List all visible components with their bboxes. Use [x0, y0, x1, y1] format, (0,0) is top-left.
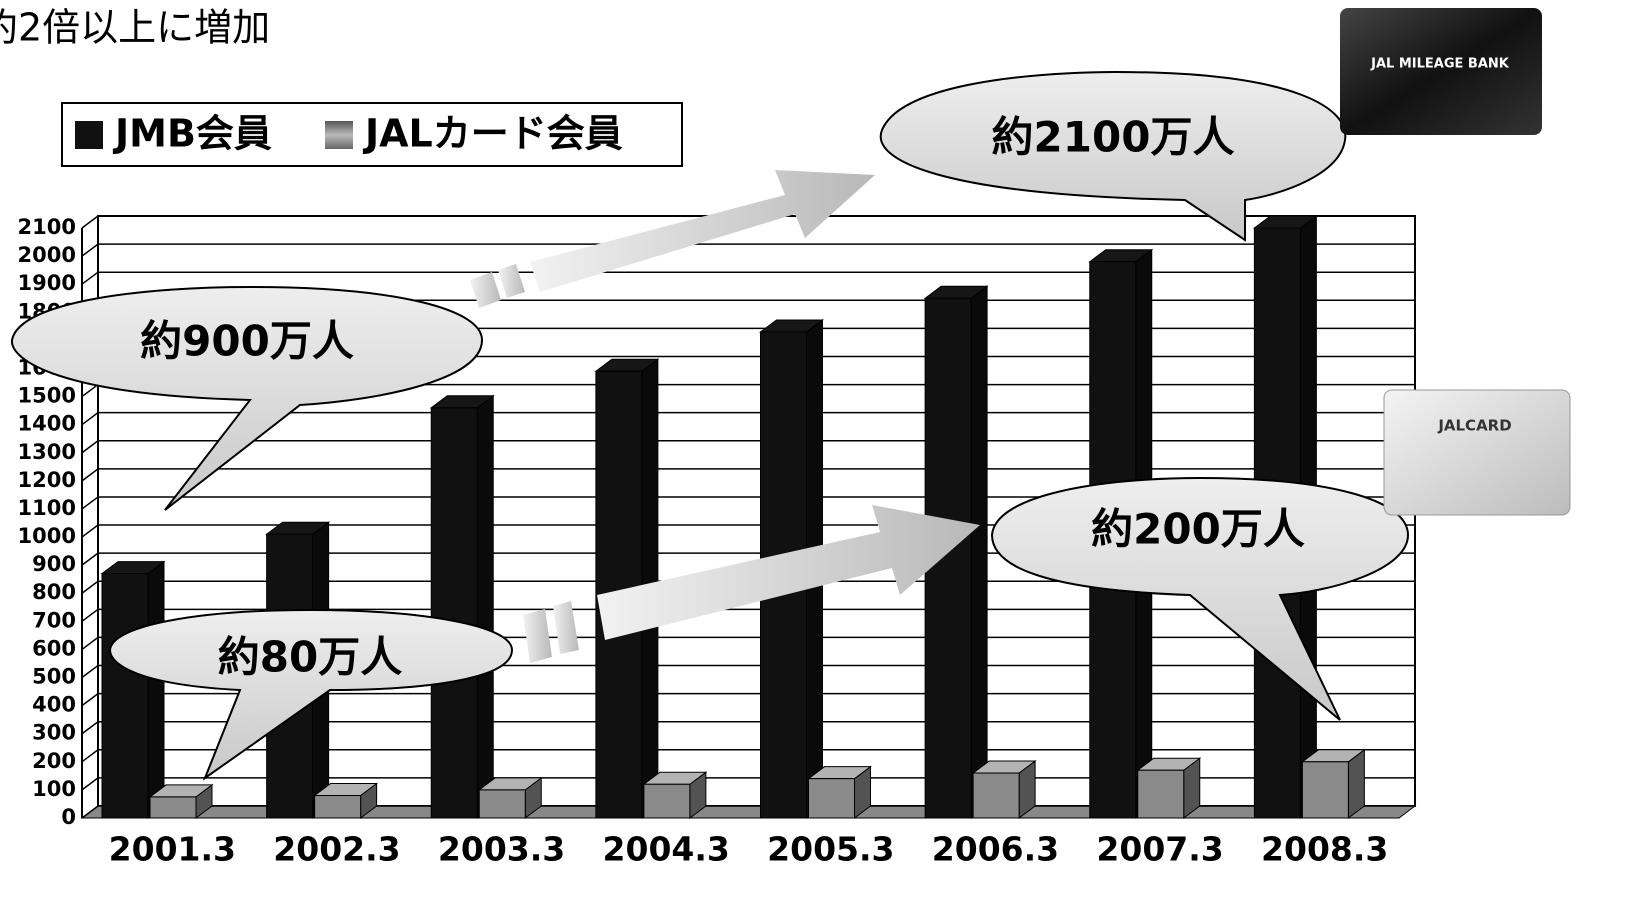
y-tick-label: 400 [32, 693, 76, 717]
y-tick-label: 1300 [18, 440, 76, 464]
arrow [470, 170, 980, 663]
y-tick-label: 100 [32, 777, 76, 801]
bar [101, 573, 149, 819]
callout-text: 約80万人 [218, 633, 402, 682]
legend-label: JMB会員 [112, 112, 272, 156]
y-tick-label: 1500 [18, 384, 76, 408]
x-tick-label: 2004.3 [603, 830, 730, 869]
x-tick-label: 2001.3 [109, 830, 236, 869]
bar [808, 778, 855, 819]
bar-side [970, 285, 988, 819]
y-tick-label: 1000 [18, 524, 76, 548]
callout-text: 約900万人 [140, 317, 354, 366]
card-text: JALCARD [1437, 417, 1511, 435]
y-tick-label: 2000 [18, 243, 76, 267]
card-image [1340, 8, 1542, 135]
grid-line [81, 271, 1415, 285]
card-text: JAL MILEAGE BANK [1370, 57, 1510, 72]
y-tick-label: 500 [32, 665, 76, 689]
bar [430, 407, 478, 819]
y-tick-label: 600 [32, 636, 76, 660]
card-image [1383, 389, 1571, 516]
x-tick-label: 2006.3 [932, 830, 1059, 869]
grid-line [81, 243, 1415, 257]
y-tick-label: 0 [61, 805, 76, 829]
bar [149, 796, 197, 819]
y-tick-label: 300 [32, 721, 76, 745]
legend-swatch [325, 121, 353, 149]
y-tick-label: 1400 [18, 412, 76, 436]
x-tick-label: 2007.3 [1096, 830, 1223, 869]
slide-title: 約2倍以上に増加 [0, 6, 270, 50]
y-tick-label: 1200 [18, 468, 76, 492]
y-tick-label: 700 [32, 608, 76, 632]
bar [1301, 761, 1349, 819]
bar [478, 789, 526, 819]
legend-swatch [75, 121, 103, 149]
callout-text: 約2100万人 [992, 113, 1235, 162]
bar [972, 772, 1020, 819]
callout-text: 約200万人 [1091, 505, 1305, 554]
grid-line [81, 215, 1415, 229]
y-tick-label: 1900 [18, 271, 76, 295]
y-tick-label: 1100 [18, 496, 76, 520]
callout [10, 70, 1410, 781]
y-tick-label: 900 [32, 552, 76, 576]
x-tick-label: 2003.3 [438, 830, 565, 869]
legend-label: JALカード会員 [362, 112, 623, 156]
x-tick-label: 2008.3 [1261, 830, 1388, 869]
y-tick-label: 800 [32, 580, 76, 604]
legend [61, 102, 683, 167]
x-tick-label: 2002.3 [273, 830, 400, 869]
y-tick-label: 2100 [18, 215, 76, 239]
bar-side [147, 560, 165, 819]
bar [1137, 769, 1185, 819]
bar [643, 783, 691, 819]
x-tick-label: 2005.3 [767, 830, 894, 869]
bar [314, 795, 362, 819]
bar-side [476, 394, 494, 819]
y-tick-label: 200 [32, 749, 76, 773]
